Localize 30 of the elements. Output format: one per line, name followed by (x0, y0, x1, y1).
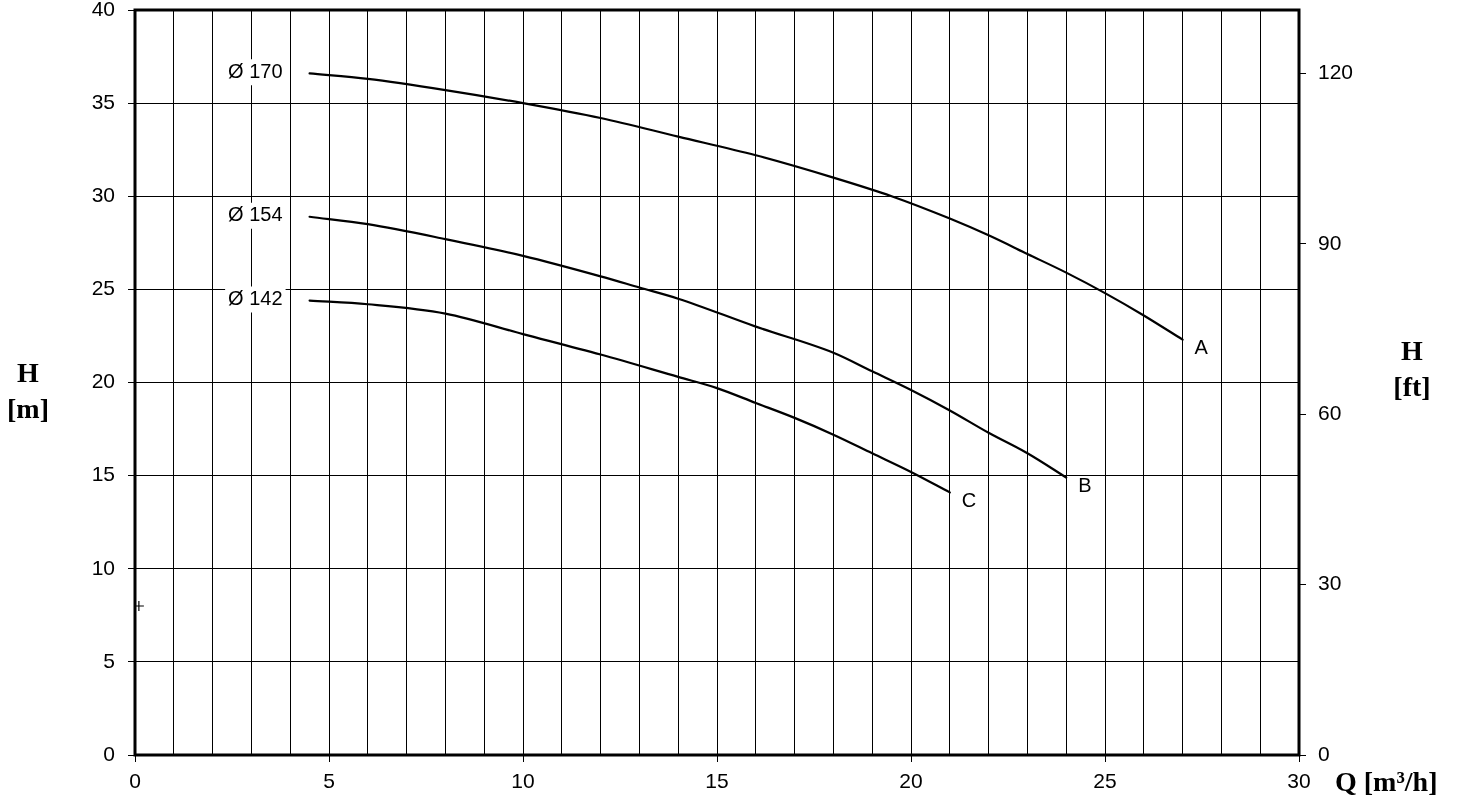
x-tick-label: 5 (323, 769, 335, 793)
annotation: A (1194, 336, 1209, 359)
y-tick-label: 5 (103, 648, 115, 672)
y2-tick-label: 120 (1318, 60, 1354, 84)
annotation: B (1078, 474, 1092, 496)
y-axis-title: H [m] (7, 355, 49, 426)
y-tick-label: 15 (91, 462, 115, 486)
y-tick-label: 10 (91, 555, 115, 579)
y-tick-label: 40 (91, 0, 115, 20)
y2-tick-label: 60 (1318, 401, 1342, 425)
y-tick-label: 25 (91, 276, 115, 300)
y2-tick-label: 90 (1318, 230, 1342, 254)
series-label: Ø 170 (228, 59, 283, 82)
y-tick-label: 30 (91, 183, 115, 207)
x-tick-label: 15 (705, 769, 729, 793)
y2-tick-label: 0 (1318, 741, 1330, 765)
series-label: Ø 142 (228, 287, 283, 310)
x-tick-label: 20 (899, 769, 923, 793)
x-axis-title: Q [m³/h] (1335, 764, 1438, 799)
y2-axis-title: H [ft] (1393, 333, 1431, 404)
annotation: C (961, 488, 977, 511)
y-tick-label: 0 (103, 741, 115, 765)
series-label: Ø 154 (228, 203, 283, 226)
x-tick-label: 10 (511, 769, 535, 793)
x-tick-label: 30 (1287, 769, 1311, 793)
y-tick-label: 35 (91, 89, 115, 113)
x-tick-label: 25 (1093, 769, 1117, 793)
y2-tick-label: 30 (1318, 571, 1342, 595)
x-tick-label: 0 (129, 769, 141, 793)
y-tick-label: 20 (91, 369, 115, 393)
